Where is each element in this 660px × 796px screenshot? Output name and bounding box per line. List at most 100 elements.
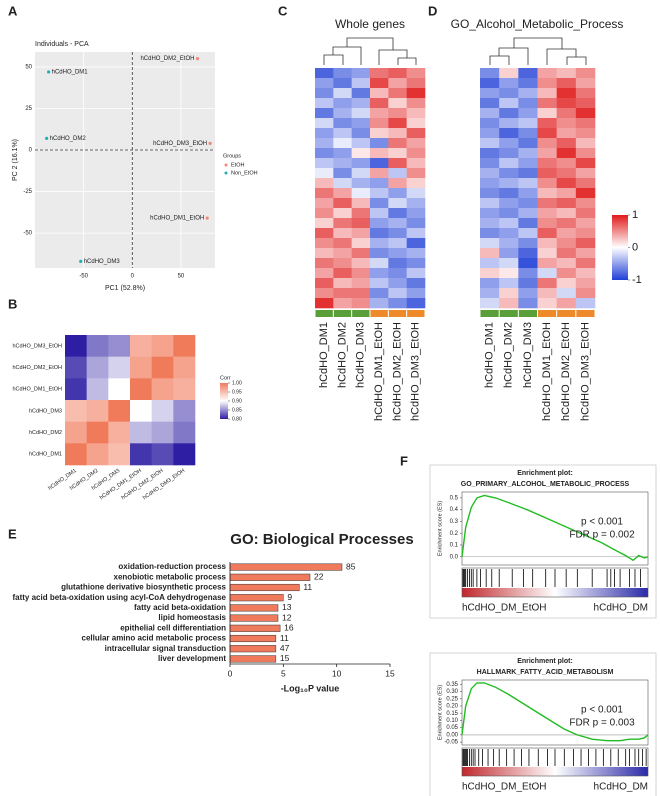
plot-frame [461, 491, 649, 566]
heatmap-cell [333, 218, 352, 229]
heatmap-cell [388, 288, 407, 299]
heatmap-cell [556, 218, 577, 229]
heatmap-cell [108, 356, 131, 379]
group-bar [518, 310, 537, 317]
bar [229, 583, 300, 592]
group-bar [538, 310, 557, 317]
legend-marker [224, 163, 228, 167]
heatmap-cell [480, 88, 500, 99]
heatmap-cell [370, 98, 389, 109]
heatmap-cell [333, 248, 352, 259]
heatmap-cell [388, 188, 407, 199]
heatmap-cell [370, 188, 389, 199]
panel-letter: C [278, 3, 288, 18]
heatmap-cell [351, 258, 371, 269]
heatmap-cell [370, 298, 389, 309]
heatmap-cell [556, 118, 577, 129]
colorbar-label: 0.80 [232, 416, 242, 422]
heatmap-cell [406, 138, 426, 149]
y-tick-label: 50 [25, 65, 32, 71]
column-label: hCdHO_DM1_EtOH [373, 322, 385, 421]
heatmap-cell [480, 238, 500, 249]
row-label: hCdHO_DM2 [29, 430, 62, 436]
group-bar [480, 310, 499, 317]
heatmap-cell [65, 400, 87, 422]
heatmap-cell [499, 98, 519, 109]
heatmap-cell [499, 178, 519, 189]
heatmap-cell [556, 258, 577, 269]
heatmap-cell [388, 208, 407, 219]
heatmap-cell [315, 268, 334, 279]
heatmap-cell [351, 68, 371, 79]
heatmap-cell [480, 258, 500, 269]
heatmap-cell [388, 108, 407, 119]
group-bar [576, 310, 595, 317]
bar [229, 563, 343, 571]
heatmap-cell [518, 158, 538, 169]
heatmap-cell [537, 238, 557, 249]
legend-title: Corr [220, 375, 231, 381]
plot-frame [461, 679, 649, 746]
heatmap-cell [556, 178, 577, 189]
heatmap-cell [480, 298, 500, 309]
heatmap-cell [499, 298, 519, 309]
heatmap-cell [388, 98, 407, 109]
heatmap-cell [480, 68, 500, 79]
heatmap-cell [480, 248, 500, 259]
heatmap-cell [130, 335, 152, 357]
heatmap-cell [65, 378, 87, 401]
y-tick-label: 0.4 [450, 507, 459, 513]
heatmap-cell [351, 278, 371, 289]
panel-frame [429, 652, 657, 796]
es-curve [461, 494, 649, 562]
heatmap-cell [406, 278, 426, 289]
heatmap-cell [65, 356, 87, 379]
y-axis-label: Enrichment score (ES) [437, 685, 443, 740]
heatmap-cell [518, 148, 538, 159]
bar [229, 594, 284, 602]
heatmap-cell [406, 158, 426, 169]
heatmap-cell [65, 335, 87, 357]
heatmap-cell [351, 158, 371, 169]
y-tick-label: -25 [23, 189, 32, 195]
heatmap-cell [370, 278, 389, 289]
heatmap-cell [388, 158, 407, 169]
heatmap-cell [499, 248, 519, 259]
colorbar-label: 0 [632, 241, 638, 253]
heatmap-cell [575, 218, 596, 229]
row-label: hCdHO_DM1 [29, 452, 62, 458]
heatmap-cell [480, 268, 500, 279]
heatmap-cell [388, 198, 407, 209]
colorbar-label: 1.00 [232, 380, 242, 386]
heatmap-cell [315, 178, 334, 189]
heatmap-cell [151, 335, 174, 357]
y-tick-label: 0.10 [446, 718, 458, 724]
heatmap-cell [108, 378, 131, 401]
dendrogram [323, 37, 417, 65]
heatmap-cell [370, 118, 389, 129]
heatmap-cell [537, 78, 557, 89]
hits-frame [461, 567, 649, 598]
heatmap-cell [151, 421, 174, 444]
heatmap-cell [388, 298, 407, 309]
heatmap-cell [480, 198, 500, 209]
legend-marker [224, 171, 228, 175]
heatmap-cell [315, 188, 334, 199]
bar [229, 573, 311, 581]
heatmap-cell [370, 78, 389, 89]
point-label: hCdHO_DM3 [84, 259, 121, 265]
heatmap-cell [575, 168, 596, 179]
heatmap-cell [499, 158, 519, 169]
heatmap-cell [315, 168, 334, 179]
heatmap-cell [537, 268, 557, 279]
y-tick-label: 0.20 [446, 704, 458, 710]
heatmap-cell [518, 208, 538, 219]
heatmap-cell [333, 288, 352, 299]
heatmap-cell [499, 228, 519, 239]
y-tick-label: 0.25 [446, 696, 458, 702]
heatmap-cell [406, 168, 426, 179]
column-label: hCdHO_DM3_EtOH [410, 322, 422, 421]
heatmap-cell [315, 208, 334, 219]
y-tick-label: 0.15 [446, 711, 458, 717]
heatmap-cell [556, 138, 577, 149]
